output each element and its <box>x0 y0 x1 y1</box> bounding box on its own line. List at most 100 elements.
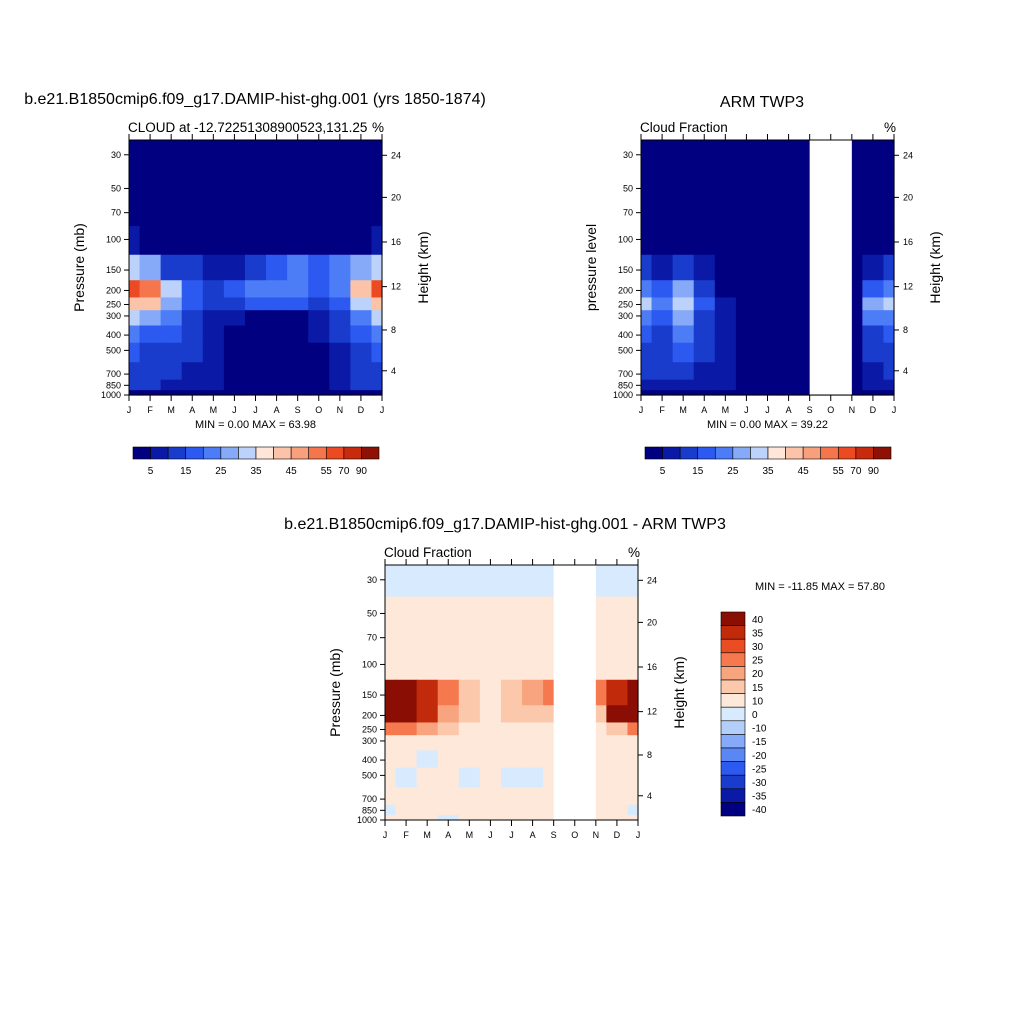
contour-cell <box>129 379 141 391</box>
contour-cell <box>350 254 373 281</box>
y-axis-title-right: Height (km) <box>927 231 943 303</box>
x-tick-label: D <box>870 405 877 415</box>
contour-cell <box>139 254 162 281</box>
contour-cell <box>244 362 267 381</box>
height-tick-label: 12 <box>647 707 657 717</box>
contour-cell <box>672 254 695 281</box>
contour-cell <box>437 565 460 598</box>
contour-cell <box>756 200 779 227</box>
contour-cell <box>883 254 895 281</box>
contour-cell <box>756 379 779 391</box>
x-tick-label: M <box>210 405 218 415</box>
contour-cell <box>651 379 674 391</box>
contour-cell <box>651 325 674 344</box>
contour-cell <box>756 390 779 396</box>
contour-cell <box>350 226 373 256</box>
contour-cell <box>714 390 737 396</box>
contour-cell <box>160 171 183 202</box>
y-tick-label: 100 <box>362 659 377 669</box>
contour-cell <box>160 297 183 311</box>
contour-cell <box>522 722 544 736</box>
height-tick-label: 20 <box>903 192 913 202</box>
contour-cell <box>651 390 674 396</box>
contour-cell <box>479 804 502 816</box>
contour-cell <box>308 140 330 173</box>
contour-cell <box>329 310 351 327</box>
contour-cell <box>181 325 204 344</box>
y-tick-label: 1000 <box>101 390 121 400</box>
contour-cell <box>244 254 267 281</box>
contour-cell <box>416 705 439 724</box>
y-tick-label: 30 <box>111 150 121 160</box>
contour-cell <box>641 379 653 391</box>
contour-cell <box>395 596 418 627</box>
contour-cell <box>756 140 779 173</box>
contour-cell <box>287 342 309 363</box>
x-tick-label: J <box>765 405 770 415</box>
contour-cell <box>287 390 309 396</box>
contour-cell <box>416 750 439 769</box>
contour-cell <box>458 735 481 752</box>
contour-cell <box>606 804 629 816</box>
contour-cell <box>672 297 695 311</box>
contour-cell <box>350 280 373 299</box>
contour-cell <box>627 705 639 724</box>
colorbar-box <box>750 446 769 460</box>
colorbar-label: -20 <box>752 751 767 762</box>
contour-cell <box>606 705 629 724</box>
contour-cell <box>395 679 418 706</box>
contour-cell <box>139 140 162 173</box>
x-tick-label: F <box>403 830 409 840</box>
contour-cell <box>287 362 309 381</box>
contour-cell <box>371 200 383 227</box>
contour-cell <box>479 722 502 736</box>
contour-cell <box>395 565 418 598</box>
x-tick-label: N <box>849 405 856 415</box>
contour-cell <box>458 767 481 788</box>
x-tick-label: J <box>488 830 493 840</box>
contour-cell <box>641 297 653 311</box>
contour-cell <box>693 280 716 299</box>
colorbar-box <box>325 446 345 460</box>
contour-cell <box>385 565 397 598</box>
height-tick-label: 12 <box>903 282 913 292</box>
colorbar-box <box>873 446 892 460</box>
contour-cell <box>202 310 225 327</box>
contour-cell <box>778 254 800 281</box>
contour-cell <box>223 325 246 344</box>
contour-cell <box>202 342 225 363</box>
contour-cell <box>329 140 351 173</box>
contour-cell <box>627 722 639 736</box>
colorbar-box <box>308 446 327 460</box>
contour-cell <box>129 362 141 381</box>
contour-cell <box>778 310 800 327</box>
contour-cell <box>735 226 758 256</box>
contour-field <box>641 140 895 396</box>
contour-field <box>129 140 383 396</box>
colorbar-box <box>720 720 746 735</box>
contour-cell <box>371 280 383 299</box>
contour-cell <box>458 804 481 816</box>
contour-cell <box>139 379 162 391</box>
contour-cell <box>500 787 523 806</box>
contour-cell <box>395 815 418 821</box>
contour-cell <box>385 679 397 706</box>
contour-cell <box>606 651 629 681</box>
contour-cell <box>437 767 460 788</box>
x-tick-label: A <box>274 405 280 415</box>
y-tick-label: 400 <box>618 330 633 340</box>
contour-cell <box>500 565 523 598</box>
contour-cell <box>160 342 183 363</box>
contour-cell <box>223 362 246 381</box>
contour-cell <box>778 362 800 381</box>
colorbar-label: 45 <box>798 466 810 477</box>
contour-cell <box>841 390 863 396</box>
contour-cell <box>778 325 800 344</box>
x-tick-label: J <box>744 405 749 415</box>
contour-cell <box>287 226 309 256</box>
left-string: CLOUD at -12.72251308900523,131.25 <box>128 120 367 135</box>
contour-cell <box>181 342 204 363</box>
colorbar-box <box>720 788 746 803</box>
contour-cell <box>266 200 288 227</box>
contour-cell <box>181 280 204 299</box>
